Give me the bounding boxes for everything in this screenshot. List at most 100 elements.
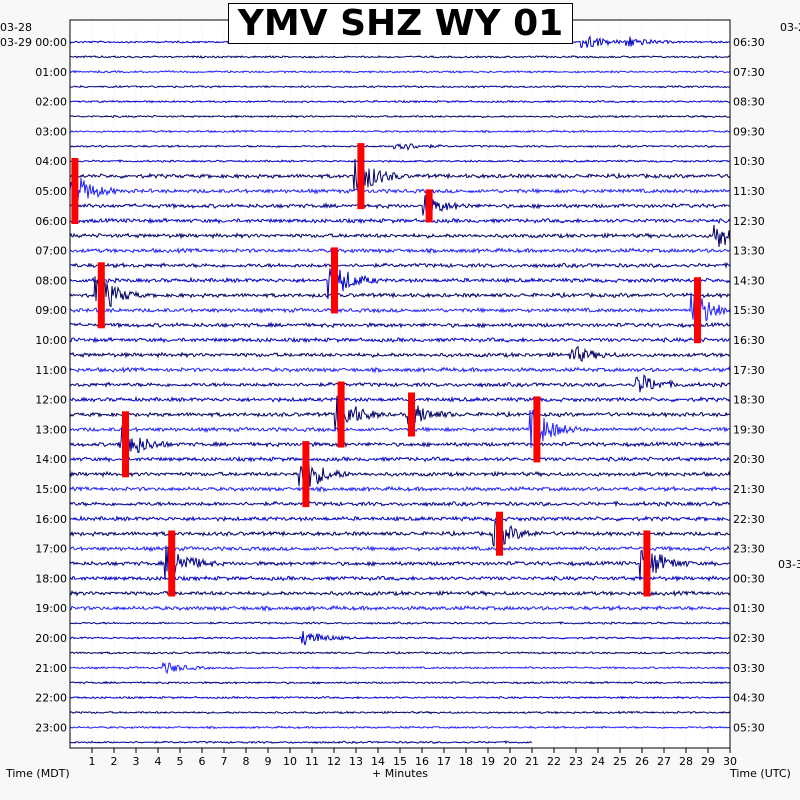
left-hour-label: 03:00 <box>35 125 67 138</box>
trace-line <box>69 224 731 247</box>
x-tick-label: 15 <box>393 755 407 768</box>
trace-line <box>69 662 731 675</box>
x-tick-label: 2 <box>111 755 118 768</box>
trace-line <box>69 366 731 374</box>
clip-segment <box>331 247 338 314</box>
trace-line <box>69 455 731 463</box>
clip-segment <box>694 277 701 344</box>
x-tick-label: 16 <box>415 755 429 768</box>
left-hour-label: 09:00 <box>35 304 67 317</box>
clip-segment <box>168 530 176 597</box>
trace-line <box>69 176 731 201</box>
trace-line <box>69 336 731 344</box>
right-hour-label: 12:30 <box>733 215 765 228</box>
clip-segment <box>97 262 105 329</box>
trace-line <box>69 158 731 191</box>
trace-line <box>69 69 731 74</box>
left-hour-label: 04:00 <box>35 155 67 168</box>
right-hour-label: 09:30 <box>733 125 765 138</box>
x-tick-label: 1 <box>89 755 96 768</box>
x-axis-label: + Minutes <box>372 767 428 780</box>
left-hour-label: 08:00 <box>35 274 67 287</box>
clipped-segments <box>71 143 701 597</box>
left-date-label-1: 03-28 <box>0 21 32 34</box>
x-tick-label: 26 <box>635 755 649 768</box>
clip-segment <box>425 189 433 223</box>
trace-line <box>69 409 731 448</box>
clip-segment <box>302 441 310 508</box>
left-hour-label: 16:00 <box>35 513 67 526</box>
x-tick-label: 19 <box>481 755 495 768</box>
trace-line <box>69 545 731 553</box>
left-hour-label: 06:00 <box>35 215 67 228</box>
x-tick-label: 11 <box>305 755 319 768</box>
right-hour-label: 00:30 <box>733 572 765 585</box>
trace-line <box>69 680 731 685</box>
right-date-label-2: 03-3 <box>778 558 800 571</box>
trace-line <box>69 631 731 646</box>
left-hour-label: 11:00 <box>35 364 67 377</box>
left-hour-label: 22:00 <box>35 692 67 705</box>
clip-segment <box>496 511 503 556</box>
x-tick-label: 8 <box>243 755 250 768</box>
trace-line <box>69 604 731 613</box>
clip-segment <box>533 396 541 463</box>
right-hour-label: 05:30 <box>733 721 765 734</box>
clip-segment <box>122 411 129 478</box>
x-tick-label: 5 <box>177 755 184 768</box>
left-hour-label: 13:00 <box>35 423 67 436</box>
chart-title: YMV SHZ WY 01 <box>228 3 573 44</box>
left-axis-label: Time (MDT) <box>5 767 70 780</box>
trace-line <box>69 589 731 597</box>
right-hour-label: 10:30 <box>733 155 765 168</box>
trace-line <box>69 425 731 454</box>
x-tick-label: 20 <box>503 755 517 768</box>
x-tick-label: 7 <box>221 755 228 768</box>
right-hour-label: 06:30 <box>733 36 765 49</box>
clip-segment <box>357 143 365 210</box>
left-hour-label: 20:00 <box>35 632 67 645</box>
trace-line <box>69 99 731 104</box>
trace-line <box>69 345 731 363</box>
trace-line <box>69 500 731 508</box>
right-hour-label: 23:30 <box>733 543 765 556</box>
left-hour-label: 15:00 <box>35 483 67 496</box>
x-tick-label: 4 <box>155 755 162 768</box>
trace-line <box>69 217 731 225</box>
trace-line <box>69 261 731 269</box>
left-hour-label: 21:00 <box>35 662 67 675</box>
right-hour-label: 02:30 <box>733 632 765 645</box>
left-hour-label: 12:00 <box>35 394 67 407</box>
trace-line <box>69 621 731 625</box>
x-tick-label: 23 <box>569 755 583 768</box>
x-tick-label: 30 <box>723 755 737 768</box>
clip-segment <box>643 530 651 597</box>
trace-line <box>69 485 731 493</box>
trace-line <box>69 84 731 89</box>
x-tick-label: 14 <box>371 755 385 768</box>
trace-line <box>70 143 731 151</box>
x-tick-label: 12 <box>327 755 341 768</box>
x-tick-label: 13 <box>349 755 363 768</box>
right-hour-label: 11:30 <box>733 185 765 198</box>
x-tick-label: 21 <box>525 755 539 768</box>
left-hour-label: 00:00 <box>35 36 67 49</box>
left-hour-label: 14:00 <box>35 453 67 466</box>
trace-line <box>69 515 731 523</box>
x-tick-label: 28 <box>679 755 693 768</box>
left-hour-label: 10:00 <box>35 334 67 347</box>
right-hour-label: 14:30 <box>733 274 765 287</box>
x-tick-label: 10 <box>283 755 297 768</box>
trace-line <box>69 291 731 323</box>
right-axis-label: Time (UTC) <box>729 767 791 780</box>
left-date-label-2: 03-29 <box>0 36 32 49</box>
clip-segment <box>408 392 415 437</box>
trace-line <box>70 129 731 134</box>
right-hour-label: 16:30 <box>733 334 765 347</box>
trace-line <box>69 374 731 393</box>
left-hour-label: 05:00 <box>35 185 67 198</box>
x-tick-label: 9 <box>265 755 272 768</box>
trace-line <box>69 710 731 715</box>
trace-line <box>69 321 731 329</box>
